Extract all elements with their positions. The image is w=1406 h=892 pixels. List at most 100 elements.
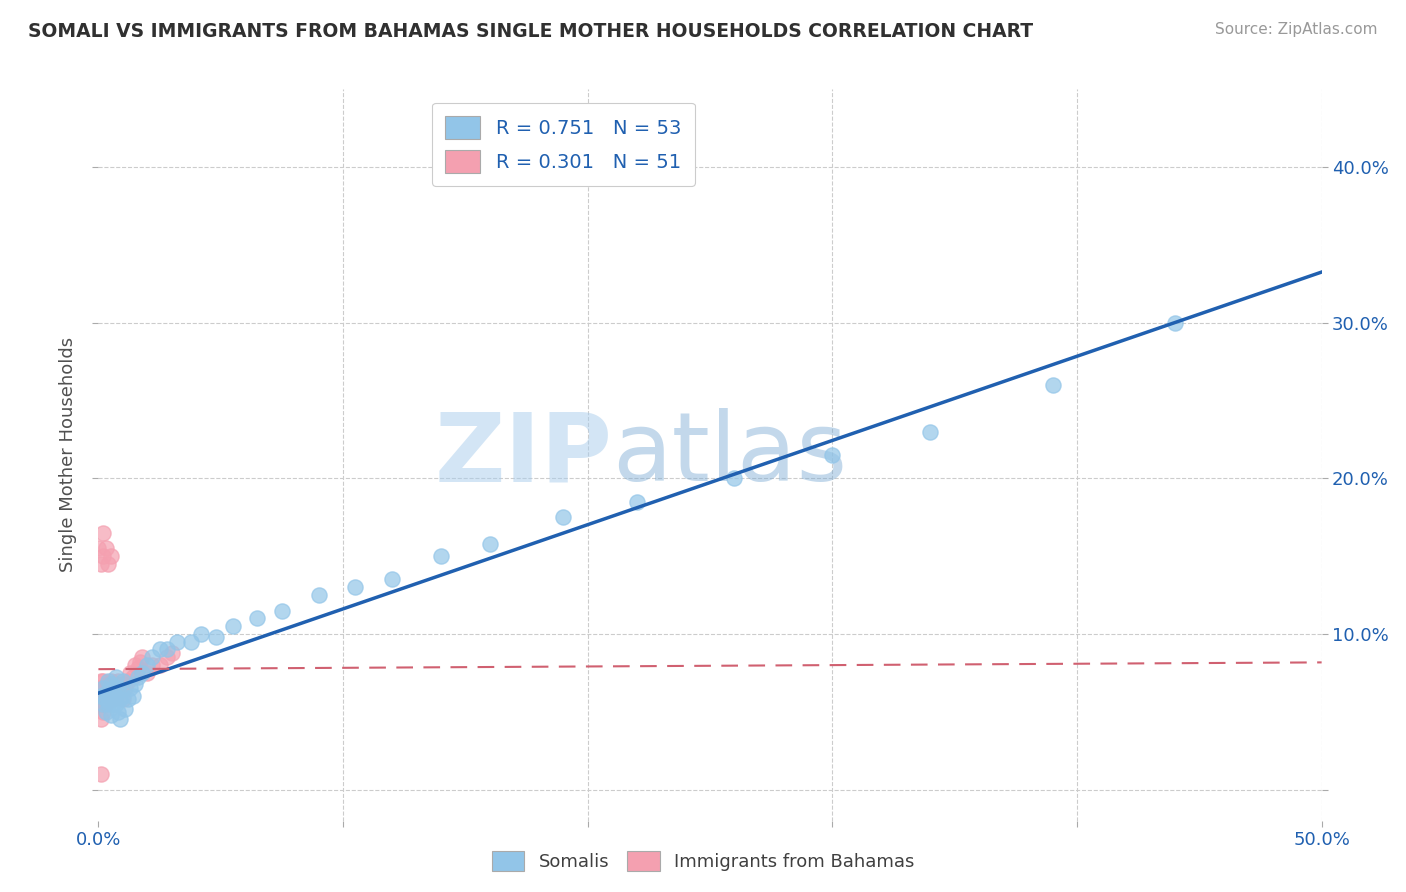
Point [111,689,134,703]
Point [821,448,844,462]
Point [111,673,134,688]
Point [120,665,142,680]
Point [114,701,136,715]
Point [90,767,112,781]
Point [723,471,745,485]
Point [553,510,575,524]
Point [121,689,143,703]
Point [117,692,139,706]
Point [90,713,112,727]
Point [156,642,179,657]
Point [131,650,153,665]
Point [308,588,330,602]
Point [91,525,114,540]
Point [107,681,129,696]
Point [94,692,117,706]
Point [160,646,183,660]
Text: SOMALI VS IMMIGRANTS FROM BAHAMAS SINGLE MOTHER HOUSEHOLDS CORRELATION CHART: SOMALI VS IMMIGRANTS FROM BAHAMAS SINGLE… [28,22,1033,41]
Point [104,676,127,690]
Legend: R = 0.751   N = 53, R = 0.301   N = 51: R = 0.751 N = 53, R = 0.301 N = 51 [432,103,695,186]
Point [127,661,149,675]
Point [91,689,114,703]
Point [920,425,942,439]
Point [101,697,124,711]
Point [110,713,132,727]
Point [94,689,117,703]
Point [100,689,122,703]
Point [124,676,146,690]
Text: Source: ZipAtlas.com: Source: ZipAtlas.com [1215,22,1378,37]
Point [430,549,453,563]
Point [127,670,149,684]
Point [114,681,136,696]
Point [101,681,124,696]
Point [97,673,120,688]
Point [120,681,142,696]
Point [149,658,172,673]
Text: ZIP: ZIP [434,409,612,501]
Point [104,689,127,703]
Point [97,676,120,690]
Point [136,658,159,673]
Point [91,697,114,711]
Point [97,697,120,711]
Point [91,681,114,696]
Point [100,673,122,688]
Point [270,603,294,617]
Point [129,655,152,669]
Point [91,549,114,563]
Point [91,681,114,696]
Point [100,549,122,563]
Point [110,681,132,696]
Point [90,673,112,688]
Text: atlas: atlas [612,409,848,501]
Point [94,705,117,719]
Point [100,707,122,722]
Point [87,681,110,696]
Point [478,536,501,550]
Point [205,630,228,644]
Point [94,541,117,556]
Point [100,681,122,696]
Point [91,673,114,688]
Point [87,689,110,703]
Point [117,673,139,688]
Point [87,541,110,556]
Point [1042,377,1064,392]
Point [97,686,120,700]
Point [104,689,127,703]
Point [166,634,188,648]
Point [246,611,269,625]
Point [100,676,122,690]
Point [180,634,202,648]
Point [111,676,134,690]
Point [111,692,134,706]
Point [131,665,153,680]
Point [1164,316,1187,330]
Point [90,681,112,696]
Point [94,686,117,700]
Point [141,650,163,665]
Point [222,619,245,633]
Point [121,670,143,684]
Point [626,494,648,508]
Point [107,705,129,719]
Point [90,697,112,711]
Point [149,642,172,657]
Point [91,705,114,719]
Point [141,658,163,673]
Point [344,580,367,594]
Legend: Somalis, Immigrants from Bahamas: Somalis, Immigrants from Bahamas [484,844,922,879]
Point [107,686,129,700]
Point [381,573,404,587]
Point [87,697,110,711]
Point [94,681,117,696]
Y-axis label: Single Mother Households: Single Mother Households [59,337,77,573]
Point [190,627,212,641]
Point [110,692,132,706]
Point [97,557,120,571]
Point [97,692,120,706]
Point [90,557,112,571]
Point [94,697,117,711]
Point [107,673,129,688]
